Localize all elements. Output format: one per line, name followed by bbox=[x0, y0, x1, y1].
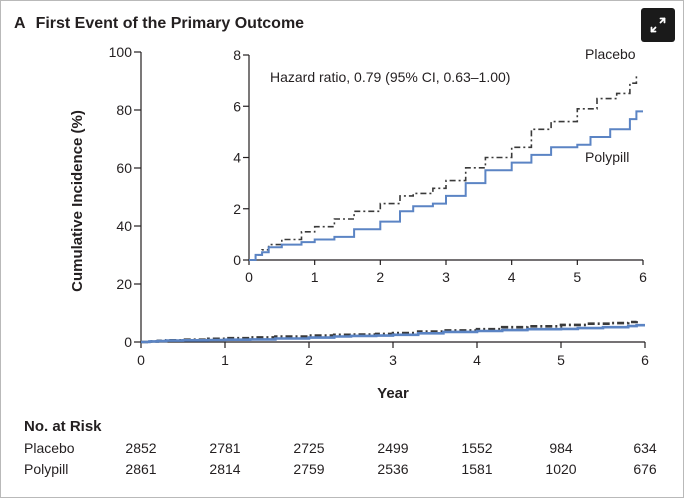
inset-x-tick-label: 0 bbox=[245, 269, 253, 285]
inset-y-tick-label: 8 bbox=[233, 47, 241, 63]
at-risk-title: No. at Risk bbox=[24, 418, 102, 435]
y-tick-label: 100 bbox=[109, 44, 133, 60]
inset-y-tick-label: 6 bbox=[233, 98, 241, 114]
series-line-polypill bbox=[141, 323, 645, 344]
hazard-ratio-annotation: Hazard ratio, 0.79 (95% CI, 0.63–1.00) bbox=[270, 69, 510, 85]
inset-x-tick-label: 5 bbox=[573, 269, 581, 285]
at-risk-value: 1552 bbox=[461, 440, 493, 456]
y-tick-label: 40 bbox=[116, 218, 132, 234]
at-risk-value: 634 bbox=[633, 440, 657, 456]
x-tick-label: 4 bbox=[473, 352, 481, 368]
panel-letter: A bbox=[14, 15, 26, 32]
x-tick-label: 6 bbox=[641, 352, 649, 368]
x-tick-label: 2 bbox=[305, 352, 313, 368]
inset-x-tick-label: 2 bbox=[376, 269, 384, 285]
inset-x-tick-label: 3 bbox=[442, 269, 450, 285]
legend-label-placebo: Placebo bbox=[585, 46, 636, 62]
at-risk-value: 2536 bbox=[377, 461, 409, 477]
legend-label-polypill: Polypill bbox=[585, 149, 629, 165]
at-risk-row-polypill: Polypill 2861 2814 2759 2536 1581 1020 676 bbox=[24, 461, 684, 481]
at-risk-group-label: Placebo bbox=[24, 440, 75, 456]
y-tick-label: 0 bbox=[124, 334, 132, 350]
inset-x-tick-label: 6 bbox=[639, 269, 647, 285]
inset-y-tick-label: 0 bbox=[233, 252, 241, 268]
at-risk-value: 2852 bbox=[125, 440, 157, 456]
y-tick-label: 80 bbox=[116, 102, 132, 118]
at-risk-value: 2725 bbox=[293, 440, 325, 456]
y-tick-label: 20 bbox=[116, 276, 132, 292]
x-tick-label: 5 bbox=[557, 352, 565, 368]
at-risk-value: 2814 bbox=[209, 461, 241, 477]
at-risk-value: 2861 bbox=[125, 461, 157, 477]
inset-series-line-polypill bbox=[249, 110, 643, 261]
expand-button[interactable] bbox=[641, 8, 675, 42]
inset-x-tick-label: 1 bbox=[311, 269, 319, 285]
panel-title: A First Event of the Primary Outcome bbox=[14, 15, 304, 32]
at-risk-group-label: Polypill bbox=[24, 461, 69, 477]
inset-x-tick-label: 4 bbox=[508, 269, 516, 285]
at-risk-row-placebo: Placebo 2852 2781 2725 2499 1552 984 634 bbox=[24, 440, 684, 460]
at-risk-value: 2759 bbox=[293, 461, 325, 477]
at-risk-value: 1020 bbox=[545, 461, 577, 477]
at-risk-value: 2499 bbox=[377, 440, 409, 456]
x-axis-label: Year bbox=[377, 385, 409, 402]
y-tick-label: 60 bbox=[116, 160, 132, 176]
at-risk-value: 676 bbox=[633, 461, 657, 477]
x-tick-label: 0 bbox=[137, 352, 145, 368]
expand-arrows-icon bbox=[650, 17, 666, 33]
at-risk-value: 2781 bbox=[209, 440, 241, 456]
panel-title-text: First Event of the Primary Outcome bbox=[36, 15, 305, 32]
at-risk-value: 1581 bbox=[461, 461, 493, 477]
inset-y-tick-label: 4 bbox=[233, 150, 241, 166]
y-axis-label: Cumulative Incidence (%) bbox=[69, 110, 86, 292]
inset-y-tick-label: 2 bbox=[233, 201, 241, 217]
at-risk-value: 984 bbox=[549, 440, 573, 456]
inset-series-line-placebo bbox=[249, 75, 638, 261]
inset-background bbox=[249, 53, 647, 260]
x-tick-label: 1 bbox=[221, 352, 229, 368]
x-tick-label: 3 bbox=[389, 352, 397, 368]
